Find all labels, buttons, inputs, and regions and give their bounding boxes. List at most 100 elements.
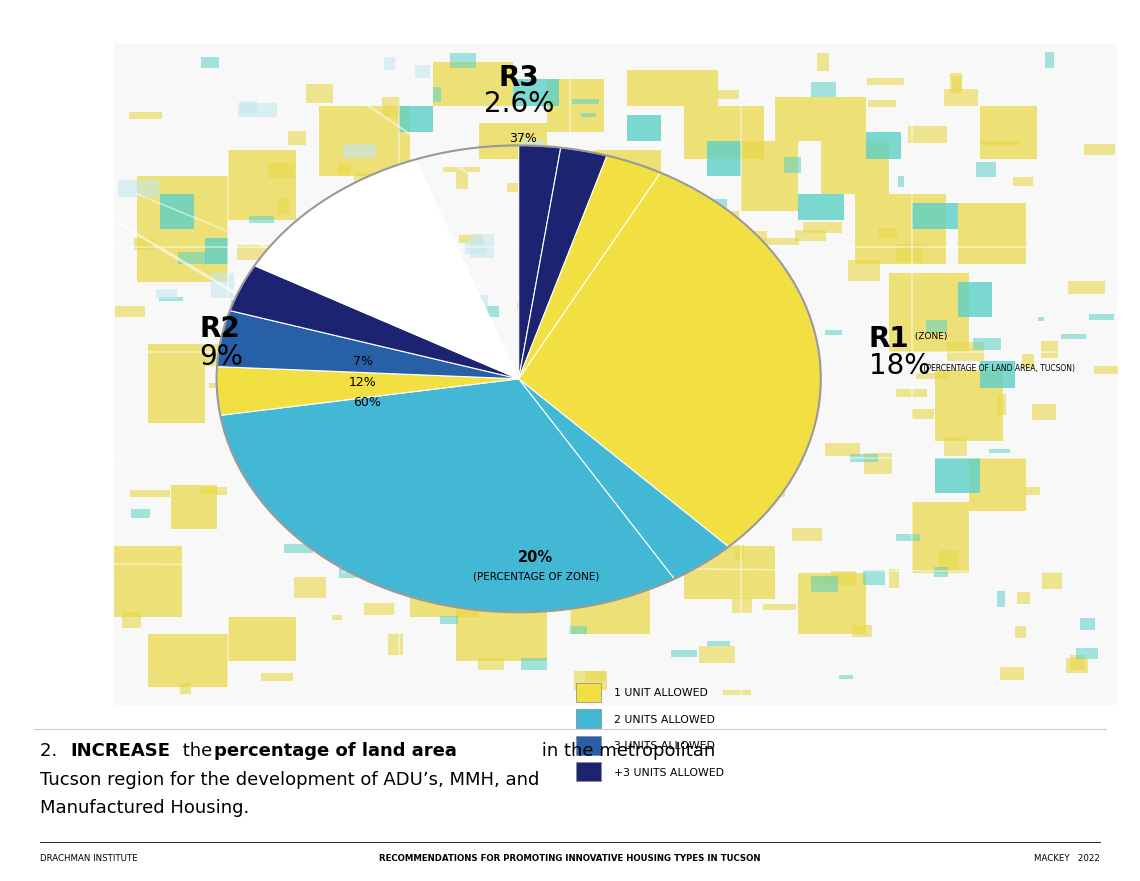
Wedge shape bbox=[519, 156, 660, 379]
Text: R1: R1 bbox=[869, 325, 910, 353]
Bar bbox=[171, 485, 217, 529]
Bar bbox=[593, 150, 661, 194]
Bar bbox=[958, 203, 1026, 264]
Text: Manufactured Housing.: Manufactured Housing. bbox=[40, 799, 250, 817]
Bar bbox=[896, 244, 921, 263]
Bar bbox=[741, 141, 798, 211]
Bar bbox=[200, 487, 227, 495]
Bar bbox=[707, 641, 730, 647]
Bar bbox=[369, 507, 406, 516]
Text: R2: R2 bbox=[200, 315, 241, 343]
Wedge shape bbox=[519, 379, 728, 579]
Bar bbox=[879, 227, 897, 239]
Bar bbox=[996, 394, 1007, 416]
Bar bbox=[732, 598, 751, 613]
Bar bbox=[455, 510, 465, 521]
Text: 60%: 60% bbox=[353, 396, 381, 409]
Bar bbox=[684, 546, 775, 599]
Bar bbox=[278, 198, 290, 215]
Bar bbox=[897, 176, 904, 188]
Bar bbox=[972, 337, 1001, 351]
Bar bbox=[752, 479, 784, 498]
Text: +3 UNITS ALLOWED: +3 UNITS ALLOWED bbox=[614, 767, 724, 778]
Bar bbox=[1015, 626, 1026, 638]
Text: 20%: 20% bbox=[519, 550, 553, 566]
Bar bbox=[410, 546, 479, 617]
Bar bbox=[285, 544, 312, 552]
Bar bbox=[1017, 592, 1029, 604]
Bar bbox=[1090, 315, 1114, 320]
Bar bbox=[160, 194, 194, 229]
Bar bbox=[259, 473, 269, 489]
Bar bbox=[831, 572, 856, 585]
Bar bbox=[576, 709, 601, 729]
Bar bbox=[572, 100, 598, 104]
Bar bbox=[365, 194, 422, 247]
Bar bbox=[156, 289, 177, 299]
Text: 9%: 9% bbox=[200, 343, 244, 371]
Bar bbox=[689, 213, 715, 221]
Bar bbox=[376, 502, 400, 517]
Bar bbox=[547, 79, 604, 132]
Bar bbox=[976, 162, 996, 177]
Bar bbox=[382, 97, 400, 117]
Bar bbox=[342, 423, 433, 511]
Bar bbox=[201, 56, 219, 69]
Bar bbox=[342, 361, 376, 388]
Bar bbox=[521, 657, 547, 670]
Bar bbox=[1068, 281, 1105, 293]
Bar bbox=[133, 238, 154, 249]
Bar bbox=[912, 203, 958, 229]
Bar bbox=[912, 409, 934, 419]
Bar bbox=[969, 458, 1026, 511]
Bar bbox=[821, 141, 889, 194]
Bar bbox=[674, 211, 684, 227]
Bar bbox=[723, 690, 750, 695]
Bar bbox=[585, 670, 605, 682]
Bar bbox=[706, 199, 727, 214]
Bar bbox=[1066, 658, 1088, 673]
Bar bbox=[787, 455, 792, 468]
Bar bbox=[137, 176, 228, 282]
Bar bbox=[952, 76, 962, 91]
Bar bbox=[350, 428, 357, 440]
Bar bbox=[594, 436, 629, 456]
Bar bbox=[399, 308, 445, 352]
Bar bbox=[340, 531, 368, 552]
Bar bbox=[584, 547, 591, 559]
Bar bbox=[684, 106, 764, 159]
Bar bbox=[563, 154, 586, 167]
Bar bbox=[456, 172, 469, 189]
Bar bbox=[254, 349, 285, 369]
Bar bbox=[938, 551, 958, 572]
Bar bbox=[648, 557, 671, 571]
Bar bbox=[600, 428, 621, 433]
Bar bbox=[670, 302, 709, 318]
Bar bbox=[148, 344, 205, 423]
Bar bbox=[433, 87, 441, 102]
Bar bbox=[947, 342, 984, 361]
Bar bbox=[130, 490, 170, 497]
Bar bbox=[303, 334, 324, 337]
Wedge shape bbox=[220, 379, 674, 612]
Bar bbox=[507, 183, 544, 192]
Bar bbox=[1023, 354, 1034, 369]
Text: MACKEY   2022: MACKEY 2022 bbox=[1034, 854, 1100, 862]
Text: 3 UNITS ALLOWED: 3 UNITS ALLOWED bbox=[614, 741, 715, 751]
Bar bbox=[798, 194, 844, 220]
Bar bbox=[917, 373, 951, 379]
Bar bbox=[570, 374, 588, 389]
Text: RECOMMENDATIONS FOR PROMOTING INNOVATIVE HOUSING TYPES IN TUCSON: RECOMMENDATIONS FOR PROMOTING INNOVATIVE… bbox=[380, 854, 760, 862]
Bar bbox=[998, 591, 1005, 607]
Text: (PERCENTAGE OF ZONE): (PERCENTAGE OF ZONE) bbox=[473, 571, 598, 581]
Bar bbox=[513, 79, 559, 106]
Bar bbox=[332, 615, 342, 620]
Bar bbox=[237, 245, 271, 260]
Bar bbox=[576, 736, 601, 755]
Bar bbox=[370, 392, 388, 406]
Bar bbox=[950, 73, 962, 93]
Bar bbox=[633, 292, 653, 303]
Bar bbox=[811, 82, 836, 97]
Bar bbox=[926, 321, 946, 333]
Bar bbox=[811, 576, 838, 591]
